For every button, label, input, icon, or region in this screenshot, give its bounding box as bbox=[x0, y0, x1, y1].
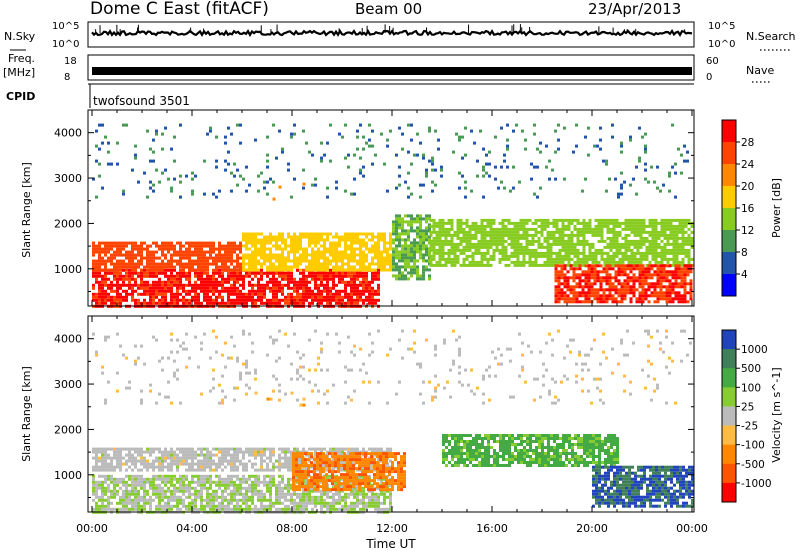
vel-bar-swatch bbox=[722, 406, 736, 427]
time-axis-label: Time UT bbox=[365, 537, 416, 551]
vel-bar-swatch bbox=[722, 330, 736, 350]
cpid-label: CPID bbox=[6, 90, 35, 103]
power-bar-label: 24 bbox=[741, 159, 755, 171]
vel-bar-label: -1000 bbox=[741, 478, 772, 490]
nave-tick-top: 60 bbox=[706, 56, 719, 67]
vel-y-tick-label: 4000 bbox=[54, 333, 82, 346]
power-bar-swatch bbox=[722, 252, 736, 275]
power-bar-label: 28 bbox=[741, 137, 754, 149]
noise-trace bbox=[91, 24, 693, 38]
power-region-0 bbox=[92, 268, 380, 308]
vel-region-4 bbox=[442, 434, 619, 467]
velocity-scale-title: Velocity [m s^-1] bbox=[770, 367, 783, 462]
velocity-panel-frame bbox=[87, 315, 695, 513]
velocity-y-axis: 4000 3000 2000 1000 bbox=[54, 315, 694, 498]
power-region-7 bbox=[92, 123, 689, 199]
power-region-1 bbox=[92, 241, 242, 272]
velocity-panel-data bbox=[92, 329, 694, 514]
station-title: Dome C East (fitACF) bbox=[90, 0, 269, 19]
vel-y-tick-label: 1000 bbox=[54, 469, 82, 482]
power-bar-swatch bbox=[722, 164, 736, 187]
vel-bar-label: -25 bbox=[741, 421, 758, 433]
nsearch-tick-top: 10^5 bbox=[708, 21, 735, 32]
freq-label: Freq. bbox=[8, 52, 35, 65]
power-region-3 bbox=[272, 182, 306, 201]
freq-unit-label: [MHz] bbox=[3, 66, 35, 79]
power-panel-data bbox=[92, 123, 694, 308]
vel-bar-swatch bbox=[722, 368, 736, 388]
velocity-ylabel: Slant Range [km] bbox=[20, 366, 33, 462]
vel-bar-swatch bbox=[722, 463, 736, 484]
vel-bar-label: -100 bbox=[741, 440, 765, 452]
vel-bar-swatch bbox=[722, 349, 736, 369]
time-axis: 00:00 04:00 08:00 12:00 16:00 20:00 00:00 bbox=[76, 110, 708, 535]
vel-bar-swatch bbox=[722, 425, 736, 446]
time-tick-label: 00:00 bbox=[76, 522, 108, 535]
power-bar-label: 20 bbox=[741, 181, 754, 193]
vel-bar-swatch bbox=[722, 387, 736, 407]
power-bar-label: 8 bbox=[741, 247, 748, 259]
time-tick-label: 16:00 bbox=[476, 522, 508, 535]
freq-panel-frame bbox=[87, 54, 695, 81]
nave-tick-bottom: 0 bbox=[706, 72, 712, 83]
power-region-6 bbox=[554, 264, 693, 304]
vel-y-tick-label: 2000 bbox=[54, 423, 82, 436]
power-y-tick-label: 1000 bbox=[54, 263, 82, 276]
nsearch-label: N.Search bbox=[746, 30, 796, 43]
power-bar-swatch bbox=[722, 186, 736, 209]
date-label: 23/Apr/2013 bbox=[588, 0, 681, 18]
power-y-tick-label: 4000 bbox=[54, 127, 82, 140]
time-tick-label: 08:00 bbox=[276, 522, 308, 535]
power-bar-label: 4 bbox=[741, 269, 748, 281]
time-tick-label: 00:00 bbox=[676, 522, 708, 535]
power-y-axis: 4000 3000 2000 1000 bbox=[54, 109, 694, 292]
power-bar-label: 16 bbox=[741, 203, 755, 215]
power-region-5 bbox=[429, 218, 694, 267]
power-bar-label: 12 bbox=[741, 225, 754, 237]
vel-bar-label: 25 bbox=[741, 401, 754, 413]
time-tick-label: 20:00 bbox=[576, 522, 608, 535]
power-colorbar: 28 24 20 16 12 8 4 bbox=[721, 119, 755, 297]
power-bar-swatch bbox=[722, 142, 736, 165]
vel-region-2 bbox=[254, 391, 306, 407]
power-bar-swatch bbox=[722, 230, 736, 253]
freq-tick-top: 18 bbox=[64, 56, 77, 67]
vel-y-tick-label: 3000 bbox=[54, 378, 82, 391]
vel-bar-label: 500 bbox=[741, 363, 761, 375]
vel-region-3 bbox=[292, 452, 406, 492]
velocity-colorbar: 1000 500 100 25 -25 -100 -500 -1000 bbox=[721, 329, 772, 503]
vel-bar-swatch bbox=[722, 482, 736, 503]
beam-label: Beam 00 bbox=[355, 0, 422, 18]
cpid-program: twofsound 3501 bbox=[93, 94, 190, 108]
time-tick-label: 12:00 bbox=[376, 522, 408, 535]
time-tick-label: 04:00 bbox=[176, 522, 208, 535]
power-bar-swatch bbox=[722, 120, 736, 143]
vel-region-5 bbox=[592, 465, 694, 508]
vel-bar-label: -500 bbox=[741, 459, 765, 471]
power-bar-swatch bbox=[722, 274, 736, 297]
vel-region-6 bbox=[92, 329, 692, 405]
freq-trace bbox=[92, 67, 692, 75]
power-ylabel: Slant Range [km] bbox=[20, 162, 33, 258]
power-y-tick-label: 3000 bbox=[54, 172, 82, 185]
nsky-label: N.Sky bbox=[4, 30, 36, 43]
vel-bar-label: 100 bbox=[741, 382, 761, 394]
nsky-tick-bottom: 10^0 bbox=[52, 39, 79, 50]
nave-label: Nave bbox=[746, 64, 774, 77]
vel-bar-swatch bbox=[722, 444, 736, 465]
vel-bar-label: 1000 bbox=[741, 344, 768, 356]
nsearch-tick-bottom: 10^0 bbox=[708, 39, 735, 50]
power-bar-swatch bbox=[722, 208, 736, 231]
power-region-2 bbox=[242, 232, 392, 272]
nsky-tick-top: 10^5 bbox=[52, 21, 79, 32]
power-y-tick-label: 2000 bbox=[54, 217, 82, 230]
power-scale-title: Power [dB] bbox=[770, 178, 783, 238]
noise-panel-frame bbox=[87, 21, 695, 48]
freq-tick-bottom: 8 bbox=[64, 72, 70, 83]
power-panel-frame bbox=[87, 109, 695, 307]
power-region-4 bbox=[392, 214, 431, 281]
